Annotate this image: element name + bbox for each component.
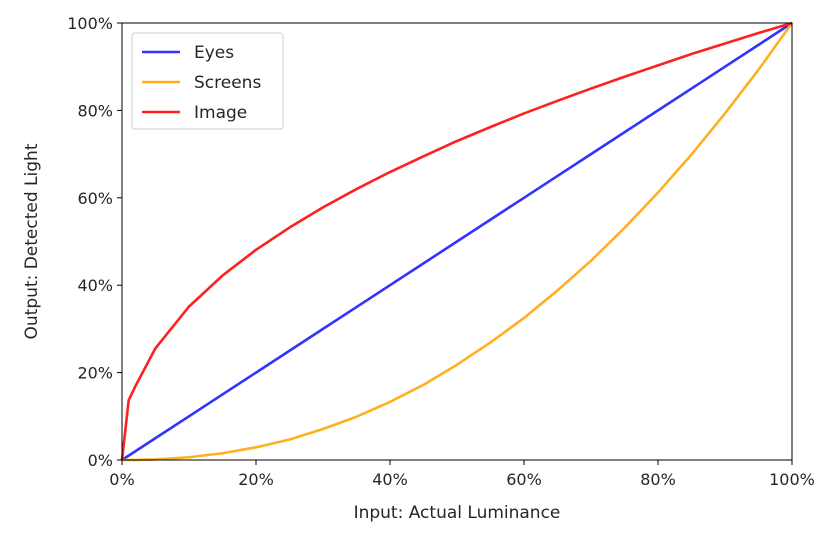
- x-tick-label: 80%: [640, 470, 676, 489]
- y-tick-label: 60%: [77, 189, 113, 208]
- y-tick-label: 40%: [77, 276, 113, 295]
- series-line-eyes: [121, 21, 793, 462]
- legend-label-screens: Screens: [194, 73, 261, 93]
- axis-ticks: 0% 20% 40% 60% 80% 100% 0% 20% 40% 60% 80% 100%: [67, 14, 815, 489]
- legend-label-image: Image: [194, 103, 247, 123]
- x-tick-label: 100%: [769, 470, 815, 489]
- legend-label-eyes: Eyes: [194, 43, 234, 63]
- x-tick-label: 0%: [109, 470, 134, 489]
- series-line-screens: [122, 22, 794, 462]
- plot-area-frame: [121, 22, 793, 461]
- x-tick-label: 40%: [372, 470, 408, 489]
- legend-box: [131, 32, 284, 130]
- x-tick-label: 20%: [238, 470, 274, 489]
- y-tick-label: 20%: [77, 364, 113, 383]
- series-line-image: [120, 21, 793, 461]
- y-axis-title: Output: Detected Light: [22, 143, 42, 339]
- x-axis-title: Input: Actual Luminance: [354, 503, 561, 523]
- y-tick-label: 0%: [88, 451, 113, 470]
- x-tick-label: 60%: [506, 470, 542, 489]
- y-tick-label: 100%: [67, 14, 113, 33]
- series-lines: [120, 21, 794, 462]
- legend: Eyes Screens Image: [131, 32, 284, 130]
- y-tick-label: 80%: [77, 101, 113, 120]
